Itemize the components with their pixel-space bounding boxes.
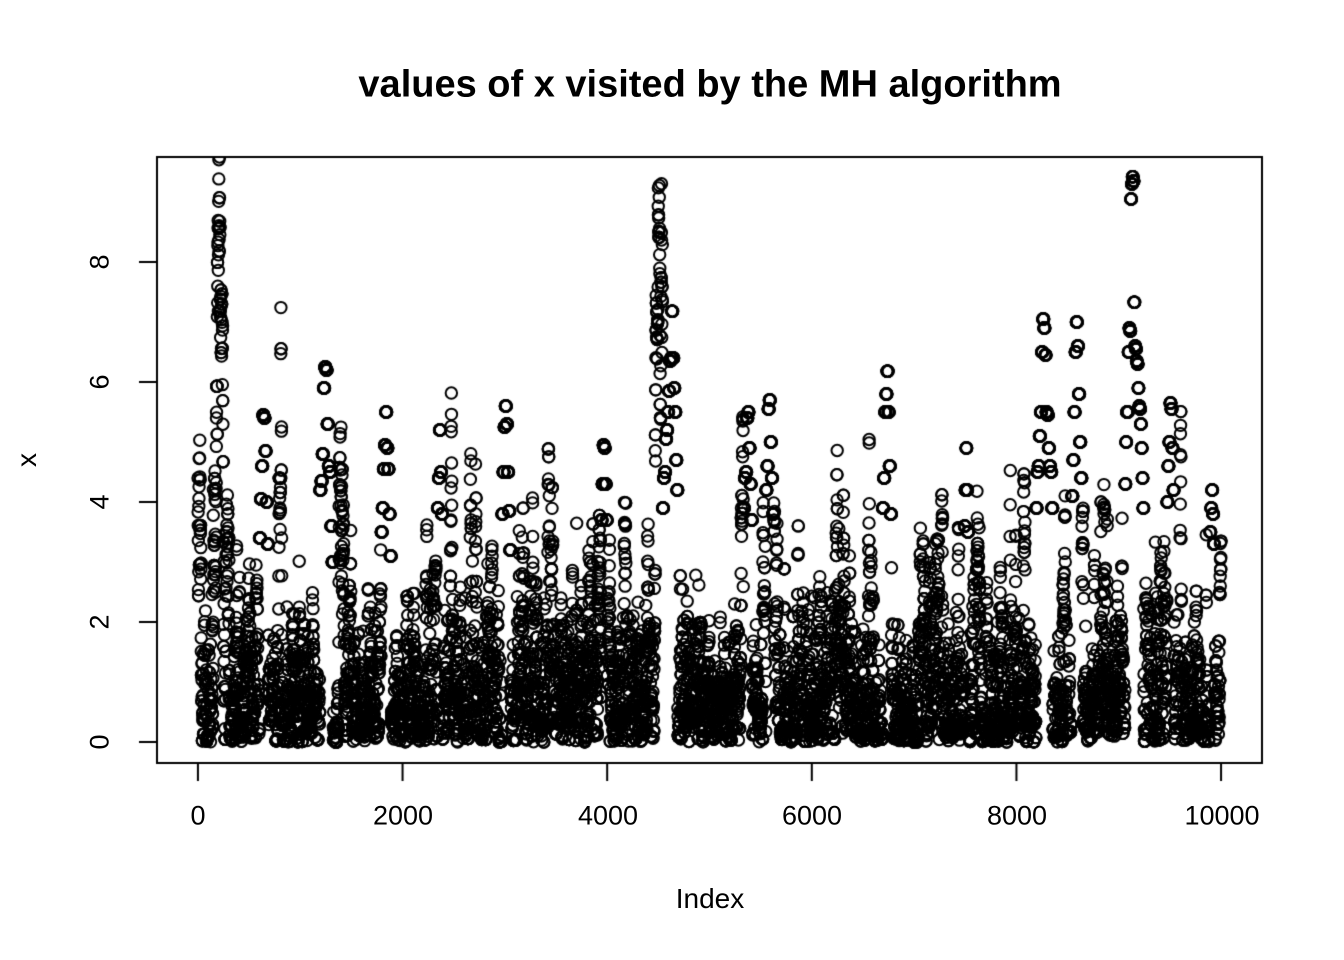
x-tick-label: 6000 — [781, 800, 843, 831]
y-tick-label: 6 — [84, 374, 115, 390]
x-tick-label: 4000 — [577, 800, 639, 831]
y-tick-label: 8 — [84, 254, 115, 270]
x-tick-label: 8000 — [986, 800, 1048, 831]
chart-title: values of x visited by the MH algorithm — [358, 63, 1062, 106]
y-tick-label: 0 — [84, 734, 115, 750]
x-tick-label: 0 — [190, 800, 206, 831]
y-tick-label: 2 — [84, 614, 115, 630]
y-axis-label: x — [11, 453, 42, 467]
x-axis-label: Index — [675, 883, 745, 914]
x-tick-label: 10000 — [1184, 800, 1260, 831]
y-tick-label: 4 — [84, 494, 115, 510]
x-tick-label: 2000 — [372, 800, 434, 831]
